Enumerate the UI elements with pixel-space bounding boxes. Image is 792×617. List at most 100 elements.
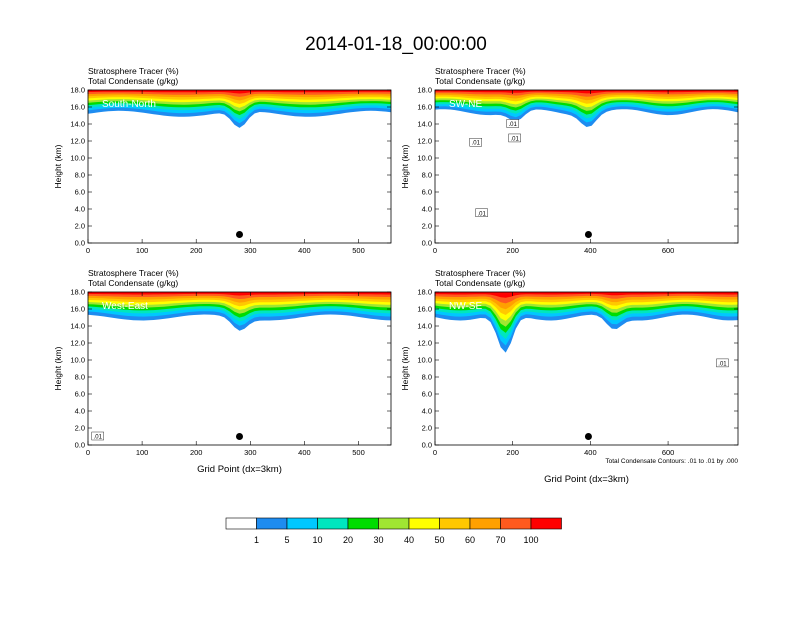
y-tick-label: 2.0 xyxy=(75,424,85,433)
panel-west-east: Stratosphere Tracer (%) Total Condensate… xyxy=(53,268,392,475)
legend-swatch xyxy=(469,517,501,530)
contour-label-box xyxy=(475,208,488,217)
y-tick-label: 14.0 xyxy=(70,120,85,129)
y-tick-label: 0.0 xyxy=(422,441,432,450)
plot-frame xyxy=(87,291,392,446)
legend-label: 50 xyxy=(434,535,444,545)
y-tick-label: 16.0 xyxy=(417,305,432,314)
panel-header-condensate: Total Condensate (g/kg) xyxy=(435,278,525,288)
x-tick-label: 400 xyxy=(584,448,597,457)
legend-label: 40 xyxy=(404,535,414,545)
y-tick-label: 0.0 xyxy=(75,239,85,248)
panel-label: SW-NE xyxy=(449,99,482,110)
y-tick-label: 6.0 xyxy=(75,188,85,197)
contour-label-box xyxy=(508,133,521,143)
plot-area: .01 West-East 0.0 2.0 4.0 6.0 8.0 10.0 12.0 14.0 1… xyxy=(53,288,392,475)
legend-label: 100 xyxy=(523,535,538,545)
x-tick-label: 0 xyxy=(86,448,90,457)
y-tick-label: 6.0 xyxy=(422,188,432,197)
y-tick-label: 8.0 xyxy=(75,373,85,382)
x-tick-label: 200 xyxy=(190,448,203,457)
x-tick-label: 400 xyxy=(298,246,311,255)
x-tick-label: 300 xyxy=(244,246,257,255)
x-tick-label: 600 xyxy=(662,246,675,255)
legend-label: 20 xyxy=(343,535,353,545)
y-tick-label: 6.0 xyxy=(75,390,85,399)
y-tick-label: 12.0 xyxy=(70,339,85,348)
contour-label-box xyxy=(506,119,519,128)
y-tick-label: 2.0 xyxy=(422,222,432,231)
contour-label: .01 xyxy=(472,141,481,147)
y-tick-label: 4.0 xyxy=(75,205,85,214)
legend-swatch xyxy=(530,517,562,530)
x-tick-label: 200 xyxy=(506,448,519,457)
legend-label: 5 xyxy=(284,535,289,545)
y-tick-label: 4.0 xyxy=(422,205,432,214)
contour-label-box xyxy=(469,138,482,147)
figure-title: 2014-01-18_00:00:00 xyxy=(305,34,487,55)
x-tick-label: 500 xyxy=(352,246,365,255)
panel-sw-ne: Stratosphere Tracer (%) Total Condensate… xyxy=(400,66,739,255)
legend-label: 10 xyxy=(312,535,322,545)
y-tick-label: 12.0 xyxy=(417,137,432,146)
y-tick-label: 16.0 xyxy=(417,103,432,112)
y-tick-label: 12.0 xyxy=(70,137,85,146)
y-tick-label: 0.0 xyxy=(75,441,85,450)
x-tick-label: 100 xyxy=(136,246,149,255)
tracer-field xyxy=(88,292,391,331)
panel-header-condensate: Total Condensate (g/kg) xyxy=(435,76,525,86)
contour-label: .01 xyxy=(509,122,518,128)
x-tick-label: 0 xyxy=(86,246,90,255)
legend-label: 60 xyxy=(465,535,475,545)
legend-label: 70 xyxy=(495,535,505,545)
panel-south-north: Stratosphere Tracer (%) Total Condensate… xyxy=(53,66,392,255)
y-tick-label: 14.0 xyxy=(70,322,85,331)
panel-label: West-East xyxy=(102,301,148,312)
panel-header-tracer: Stratosphere Tracer (%) xyxy=(88,268,179,278)
plot-frame xyxy=(434,89,739,244)
location-marker xyxy=(236,231,243,238)
contour-footnote: Total Condensate Contours: .01 to .01 by… xyxy=(605,458,738,465)
y-tick-label: 10.0 xyxy=(70,356,85,365)
tracer-band-10 xyxy=(435,292,738,298)
tracer-band-10 xyxy=(88,90,391,94)
location-marker xyxy=(584,433,592,440)
legend-swatch xyxy=(347,517,379,530)
x-tick-label: 400 xyxy=(584,246,597,255)
panel-header-condensate: Total Condensate (g/kg) xyxy=(88,278,178,288)
legend-swatch xyxy=(439,517,471,530)
x-tick-label: 300 xyxy=(244,448,257,457)
legend-swatch xyxy=(317,517,349,530)
y-tick-label: 8.0 xyxy=(75,171,85,180)
y-tick-label: 18.0 xyxy=(70,86,85,95)
y-tick-label: 10.0 xyxy=(417,356,432,365)
y-tick-label: 10.0 xyxy=(417,154,432,163)
y-tick-label: 8.0 xyxy=(422,373,432,382)
legend-swatch xyxy=(286,517,318,530)
contour-label: .01 xyxy=(477,211,486,217)
plot-frame xyxy=(87,89,392,244)
legend-swatch xyxy=(256,517,288,530)
x-axis-title: Grid Point (dx=3km) xyxy=(544,474,629,485)
y-tick-label: 16.0 xyxy=(70,103,85,112)
panel-header-condensate: Total Condensate (g/kg) xyxy=(88,76,178,86)
color-legend: 1 5 10 20 30 40 50 60 70 100 xyxy=(225,517,562,545)
legend-swatch xyxy=(500,517,532,530)
tracer-band-10 xyxy=(88,292,391,296)
y-tick-label: 4.0 xyxy=(75,407,85,416)
legend-label: 30 xyxy=(373,535,383,545)
y-axis-title: Height (km) xyxy=(53,144,63,188)
plot-area: .01 NW-SE 0.0 2.0 4.0 6.0 8.0 10.0 12.0 14.0 16.0 1… xyxy=(400,288,739,485)
contour-label-box xyxy=(91,431,104,441)
contour-label: .01 xyxy=(510,136,519,142)
panel-header-tracer: Stratosphere Tracer (%) xyxy=(435,66,526,76)
y-axis-title: Height (km) xyxy=(400,346,410,390)
legend-label: 1 xyxy=(254,535,259,545)
y-tick-label: 18.0 xyxy=(417,86,432,95)
panel-label: NW-SE xyxy=(449,301,482,312)
tracer-field xyxy=(435,90,738,127)
plot-frame xyxy=(434,291,739,446)
panel-header-tracer: Stratosphere Tracer (%) xyxy=(435,268,526,278)
contour-label-box xyxy=(716,358,729,368)
